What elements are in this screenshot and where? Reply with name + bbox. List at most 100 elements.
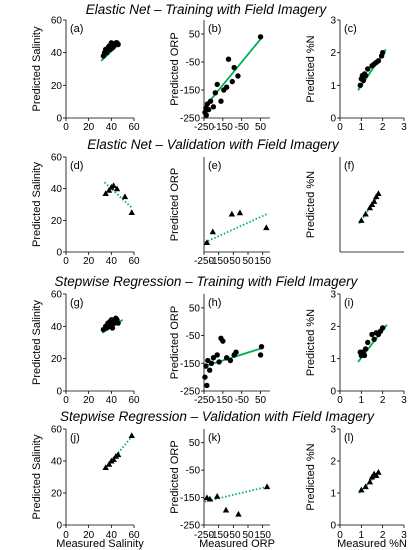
data-point — [228, 210, 236, 217]
data-point — [379, 325, 386, 331]
data-point — [105, 461, 113, 467]
data-point — [360, 77, 367, 84]
x-tick-label: 150 — [254, 530, 271, 541]
row-title: Stepwise Regression – Training with Fiel… — [55, 274, 359, 289]
data-point — [128, 209, 135, 215]
y-tick-label: 0 — [56, 387, 62, 398]
y-tick-label: -50 — [186, 331, 201, 342]
fit-line — [204, 213, 268, 244]
data-point — [202, 374, 208, 380]
data-point — [362, 483, 369, 490]
x-tick-label: 3 — [401, 395, 407, 406]
y-axis-label: Predicted ORP — [169, 306, 181, 379]
x-tick-label: -50 — [226, 530, 241, 541]
panel-label: (h) — [208, 297, 221, 309]
row-title: Elastic Net – Training with Field Imager… — [86, 2, 328, 17]
x-tick-label: 3 — [401, 530, 407, 541]
data-point — [212, 90, 219, 96]
data-point — [362, 346, 369, 352]
y-tick-label: 60 — [51, 290, 63, 301]
x-tick-label: -250 — [194, 256, 214, 267]
y-tick-label: -150 — [180, 86, 200, 97]
y-tick-label: -150 — [180, 493, 200, 504]
data-point — [223, 84, 230, 90]
data-point — [375, 190, 382, 196]
x-tick-label: 50 — [242, 530, 254, 541]
y-axis-label: Predicted Salinity — [31, 162, 43, 247]
data-point — [236, 209, 244, 216]
fit-line — [204, 36, 264, 108]
x-tick-label: -50 — [234, 395, 249, 406]
data-point — [375, 58, 382, 64]
x-tick-label: 40 — [106, 530, 118, 541]
panel-label: (f) — [344, 160, 354, 172]
x-axis-label: Measured ORP — [199, 538, 275, 550]
panel-a: 0 20 40 60 0 20 40 60 Predicted Salinity (a) — [31, 16, 140, 134]
data-point — [257, 352, 264, 358]
data-point — [222, 506, 230, 513]
x-tick-label: 0 — [337, 395, 343, 406]
y-tick-label: 20 — [51, 81, 63, 92]
data-point — [373, 193, 380, 200]
panel-e: -250-150-50 50 150 Predicted ORP (e) — [169, 157, 271, 267]
data-point — [375, 469, 382, 475]
data-point — [365, 339, 371, 346]
x-axis-label: Measured Salinity — [56, 538, 144, 550]
y-tick-label: 0 — [330, 521, 336, 532]
y-tick-label: 50 — [189, 438, 201, 449]
data-point — [220, 338, 226, 344]
data-point — [233, 349, 239, 355]
data-point — [208, 360, 215, 366]
x-tick-label: 20 — [83, 256, 95, 267]
data-point — [204, 382, 210, 389]
y-tick-label: 40 — [51, 457, 63, 468]
y-tick-label: 1 — [330, 81, 336, 92]
data-point — [115, 320, 121, 326]
y-tick-label: 2 — [330, 322, 336, 333]
panel-label: (l) — [344, 432, 354, 444]
panel-i: 0 1 2 3 0 1 2 3 Predicted %N (i) — [305, 290, 407, 407]
y-tick-label: 50 — [189, 30, 201, 41]
y-tick-label: 40 — [51, 48, 63, 59]
y-tick-label: -50 — [186, 466, 201, 477]
data-point — [110, 182, 117, 189]
row-title: Elastic Net – Validation with Field Imag… — [87, 137, 340, 152]
data-point — [257, 34, 264, 40]
x-tick-label: 0 — [63, 530, 69, 541]
y-axis-label: Predicted %N — [305, 171, 317, 238]
data-point — [370, 198, 378, 204]
y-tick-label: 1 — [330, 489, 336, 500]
x-tick-label: -150 — [209, 256, 229, 267]
x-tick-label: 0 — [63, 395, 69, 406]
x-tick-label: 20 — [83, 122, 95, 133]
y-axis-label: Predicted ORP — [169, 440, 181, 513]
data-point — [368, 473, 376, 480]
data-point — [205, 357, 211, 364]
panel-j: 0 20 40 60 0 20 40 60 Predicted Salinity Measured… — [31, 425, 144, 550]
data-point — [110, 456, 117, 462]
data-point — [371, 336, 377, 342]
x-tick-label: 60 — [128, 395, 140, 406]
x-tick-label: 150 — [254, 256, 271, 267]
panel-label: (i) — [344, 297, 354, 309]
panel-label: (b) — [208, 23, 221, 35]
x-tick-label: 2 — [380, 395, 386, 406]
x-tick-label: 0 — [63, 122, 69, 133]
data-point — [373, 472, 380, 478]
x-tick-label: -50 — [226, 256, 241, 267]
data-point — [102, 190, 109, 196]
data-point — [218, 98, 224, 104]
data-point — [105, 187, 113, 193]
panel-label: (e) — [208, 160, 221, 172]
data-point — [128, 432, 135, 438]
y-tick-label: 3 — [330, 290, 336, 301]
y-axis-label: Predicted %N — [305, 309, 317, 376]
data-point — [358, 217, 365, 223]
y-tick-label: 20 — [51, 354, 63, 365]
fit-line — [103, 181, 133, 209]
y-tick-label: 40 — [51, 322, 63, 333]
data-point — [235, 510, 242, 517]
x-tick-label: 50 — [242, 256, 254, 267]
